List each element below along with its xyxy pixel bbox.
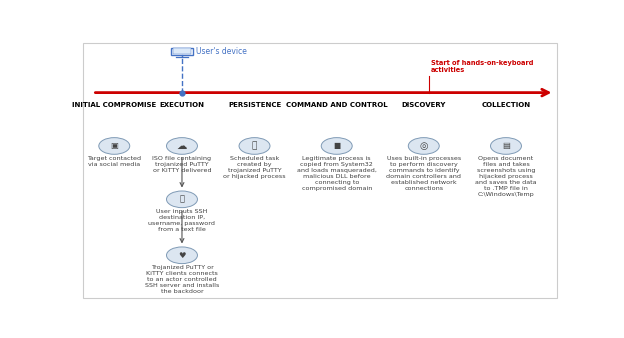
- Text: Trojanized PuTTY or
KiTTY clients connects
to an actor controlled
SSH server and: Trojanized PuTTY or KiTTY clients connec…: [145, 265, 219, 294]
- Circle shape: [408, 138, 439, 154]
- Circle shape: [490, 138, 522, 154]
- Text: Scheduled task
created by
trojanized PuTTY
or hijacked process: Scheduled task created by trojanized PuT…: [223, 156, 286, 179]
- Text: PERSISTENCE: PERSISTENCE: [228, 102, 281, 108]
- Text: Opens document
files and takes
screenshots using
hijacked process
and saves the : Opens document files and takes screensho…: [475, 156, 537, 197]
- Circle shape: [239, 138, 270, 154]
- FancyBboxPatch shape: [172, 48, 193, 55]
- Text: User's device: User's device: [197, 47, 247, 56]
- Text: ▤: ▤: [502, 142, 510, 150]
- Text: COLLECTION: COLLECTION: [482, 102, 530, 108]
- Text: ⚿: ⚿: [252, 142, 257, 150]
- Text: EXECUTION: EXECUTION: [160, 102, 205, 108]
- Circle shape: [167, 191, 197, 208]
- FancyBboxPatch shape: [173, 48, 191, 54]
- Text: ⚿: ⚿: [180, 195, 185, 204]
- Text: DISCOVERY: DISCOVERY: [402, 102, 446, 108]
- Text: ■: ■: [333, 142, 340, 150]
- Text: Target contacted
via social media: Target contacted via social media: [87, 156, 141, 167]
- Text: ◎: ◎: [419, 141, 428, 151]
- Circle shape: [167, 247, 197, 264]
- Text: User inputs SSH
destination IP,
username, password
from a text file: User inputs SSH destination IP, username…: [149, 209, 215, 232]
- Text: Start of hands-on-keyboard
activities: Start of hands-on-keyboard activities: [431, 59, 534, 73]
- Circle shape: [321, 138, 352, 154]
- Text: ☁: ☁: [177, 141, 187, 151]
- Circle shape: [99, 138, 130, 154]
- Text: ♥: ♥: [178, 251, 186, 260]
- Circle shape: [167, 138, 197, 154]
- Text: Legitimate process is
copied from System32
and loads masqueraded,
malicious DLL : Legitimate process is copied from System…: [297, 156, 377, 191]
- Text: COMMAND AND CONTROL: COMMAND AND CONTROL: [286, 102, 388, 108]
- Text: ISO file containing
trojanized PuTTY
or KiTTY delivered: ISO file containing trojanized PuTTY or …: [152, 156, 212, 173]
- Text: Uses built-in processes
to perform discovery
commands to identify
domain control: Uses built-in processes to perform disco…: [386, 156, 461, 191]
- Text: INITIAL COMPROMISE: INITIAL COMPROMISE: [72, 102, 157, 108]
- Text: ▣: ▣: [110, 142, 118, 150]
